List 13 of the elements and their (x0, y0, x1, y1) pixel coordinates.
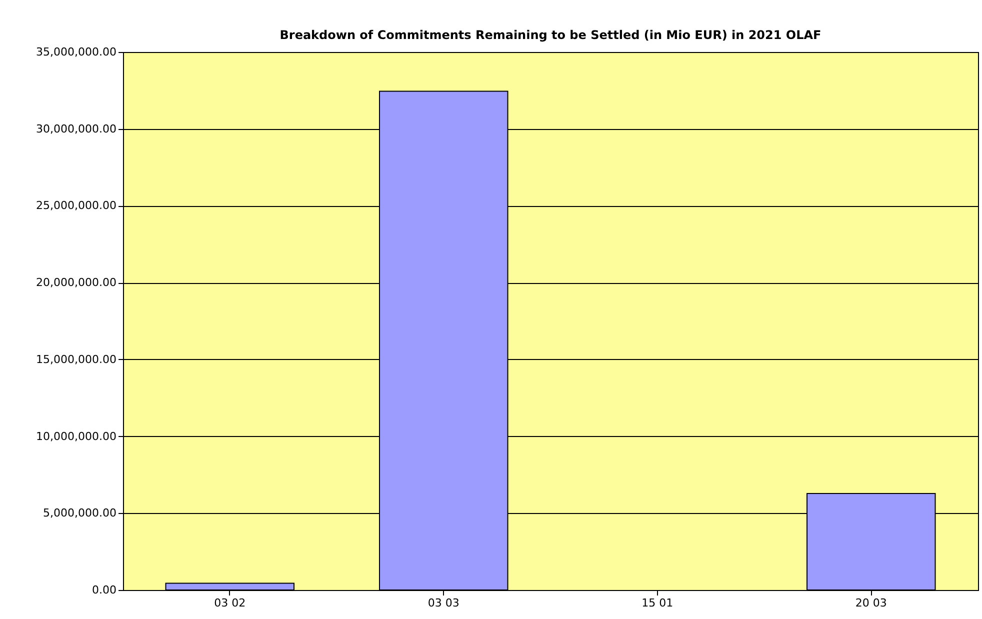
chart-title: Breakdown of Commitments Remaining to be Settled (in Mio EUR) in 2021 OLAF (280, 28, 822, 42)
y-tick-label: 10,000,000.00 (36, 430, 116, 443)
y-tick-label: 0.00 (92, 584, 116, 596)
y-tick-label: 25,000,000.00 (36, 199, 116, 212)
x-tick-label: 15 01 (642, 596, 674, 610)
y-tick-label: 30,000,000.00 (36, 122, 116, 136)
y-tick-label: 20,000,000.00 (36, 276, 116, 290)
x-tick-label: 03 02 (214, 596, 246, 610)
x-tick-label: 03 03 (428, 596, 460, 610)
y-tick-label: 15,000,000.00 (36, 352, 116, 366)
y-tick-label: 5,000,000.00 (43, 506, 116, 520)
x-tick-label: 20 03 (855, 596, 887, 610)
y-tick-label: 35,000,000.00 (36, 46, 116, 58)
